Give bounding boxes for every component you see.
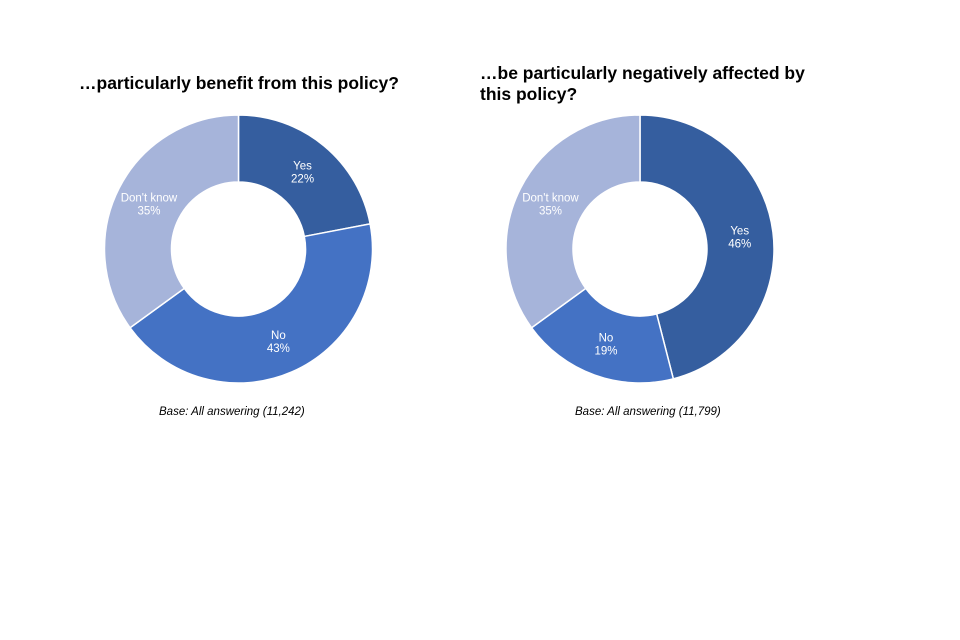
slice-value-label: 35%	[137, 205, 160, 217]
slice-label-don-t-know: Don't know 35%	[522, 192, 579, 217]
slice-category-label: No	[271, 330, 286, 342]
slice-don-t-know	[505, 114, 641, 329]
slice-category-label: Don't know	[522, 192, 579, 204]
slice-category-label: Don't know	[121, 192, 178, 204]
slice-label-no: No 19%	[594, 333, 617, 358]
donut-chart-negatively-affected: Yes 46% No 19% Don't know 35%	[505, 114, 775, 384]
donut-chart-benefit: Yes 22% No 43% Don't know 35%	[103, 114, 374, 384]
slice-label-yes: Yes 46%	[728, 225, 751, 250]
slice-value-label: 22%	[291, 174, 314, 186]
slice-value-label: 46%	[728, 238, 751, 250]
slice-no	[129, 223, 374, 384]
base-note-benefit: Base: All answering (11,242)	[159, 406, 305, 418]
chart-title-negatively-affected: …be particularly negatively affected by …	[480, 63, 805, 104]
base-note-negatively-affected: Base: All answering (11,799)	[575, 406, 721, 418]
slice-yes	[237, 114, 372, 238]
slice-label-don-t-know: Don't know 35%	[121, 192, 178, 217]
slice-label-yes: Yes 22%	[291, 161, 314, 186]
slice-label-no: No 43%	[267, 330, 290, 355]
slice-category-label: Yes	[293, 161, 312, 173]
slice-don-t-know	[103, 114, 240, 329]
slice-category-label: Yes	[730, 225, 749, 237]
chart-title-benefit: …particularly benefit from this policy?	[79, 73, 399, 93]
slice-value-label: 43%	[267, 343, 290, 355]
slice-value-label: 19%	[594, 346, 617, 358]
slice-category-label: No	[599, 333, 614, 345]
slice-value-label: 35%	[539, 205, 562, 217]
slice-yes	[639, 114, 775, 380]
slice-no	[530, 287, 675, 384]
